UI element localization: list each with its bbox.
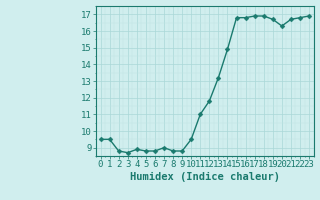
X-axis label: Humidex (Indice chaleur): Humidex (Indice chaleur) <box>130 172 280 182</box>
